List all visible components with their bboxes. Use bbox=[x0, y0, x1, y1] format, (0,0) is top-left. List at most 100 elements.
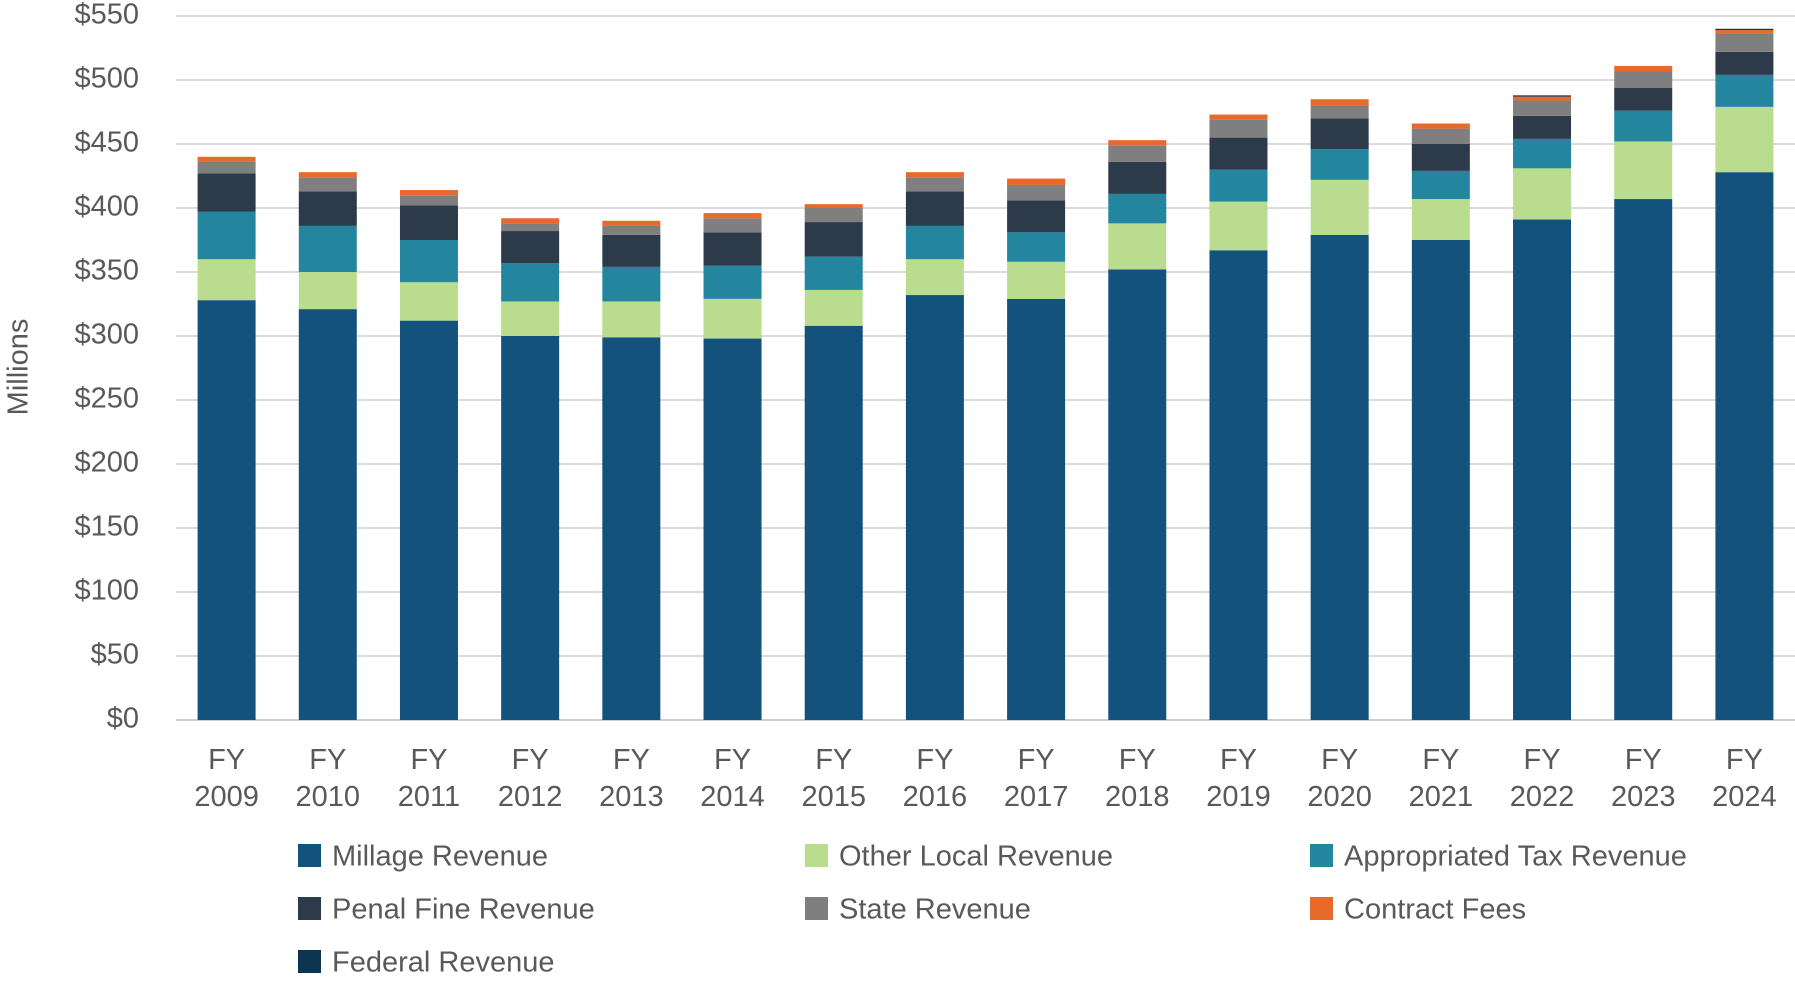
bar-segment bbox=[602, 337, 661, 720]
legend-label: Penal Fine Revenue bbox=[332, 894, 595, 926]
bar-segment bbox=[703, 232, 762, 266]
y-tick-label: $250 bbox=[74, 383, 139, 415]
bar-segment bbox=[1007, 261, 1066, 299]
bar-segment bbox=[1614, 141, 1673, 200]
bar-segment bbox=[1411, 128, 1470, 144]
bar-segment bbox=[1614, 71, 1673, 88]
bar-segment bbox=[399, 240, 458, 283]
bar-segment bbox=[1007, 200, 1066, 233]
y-tick-label: $150 bbox=[74, 511, 139, 543]
bar-segment bbox=[1310, 105, 1369, 119]
bar-segment bbox=[602, 220, 661, 226]
bar-segment bbox=[804, 222, 863, 257]
bar-segment bbox=[1513, 100, 1572, 116]
legend-label: State Revenue bbox=[839, 894, 1031, 926]
bar-segment bbox=[1007, 178, 1066, 185]
bar-segment bbox=[399, 205, 458, 240]
bar-segment bbox=[1310, 99, 1369, 106]
x-tick-label: FY 2014 bbox=[700, 744, 765, 813]
bar-segment bbox=[1007, 298, 1066, 720]
legend-swatch bbox=[298, 950, 321, 973]
y-tick-label: $450 bbox=[74, 127, 139, 159]
bar-segment bbox=[1513, 219, 1572, 720]
bar-segment bbox=[501, 263, 560, 302]
bar-segment bbox=[501, 218, 560, 224]
bar-segment bbox=[1108, 161, 1167, 194]
bar-segment bbox=[298, 172, 357, 178]
bar-segment bbox=[197, 173, 256, 212]
bar-segment bbox=[1007, 184, 1066, 201]
bar-segment bbox=[1209, 201, 1268, 251]
y-axis-label: Millions bbox=[3, 319, 35, 416]
bar-segment bbox=[905, 172, 964, 178]
bar-segment bbox=[1007, 232, 1066, 262]
bar-segment bbox=[501, 301, 560, 336]
x-tick-label: FY 2011 bbox=[397, 744, 461, 813]
legend-swatch bbox=[1310, 844, 1333, 867]
bar-segment bbox=[1108, 140, 1167, 146]
y-tick-label: $200 bbox=[74, 447, 139, 479]
y-tick-label: $50 bbox=[91, 639, 139, 671]
bar-segment bbox=[1108, 269, 1167, 720]
bar-segment bbox=[197, 300, 256, 720]
bar-segment bbox=[703, 338, 762, 720]
bar-segment bbox=[703, 218, 762, 233]
bar-segment bbox=[298, 177, 357, 192]
bar-segment bbox=[703, 213, 762, 219]
x-tick-label: FY 2019 bbox=[1206, 744, 1271, 813]
bar-segment bbox=[905, 177, 964, 192]
bar-segment bbox=[804, 325, 863, 720]
bar-segment bbox=[399, 195, 458, 206]
bar-segment bbox=[1108, 223, 1167, 270]
x-tick-label: FY 2016 bbox=[902, 744, 968, 813]
bar-segment bbox=[298, 191, 357, 226]
y-tick-label: $500 bbox=[74, 63, 139, 95]
bar-segment bbox=[1209, 137, 1268, 170]
bar-segment bbox=[804, 289, 863, 326]
bar-segment bbox=[1310, 234, 1369, 720]
bar-segment bbox=[1108, 145, 1167, 162]
bar-segment bbox=[1209, 169, 1268, 202]
bar-segment bbox=[298, 309, 357, 720]
x-tick-label: FY 2023 bbox=[1610, 744, 1676, 813]
legend-label: Federal Revenue bbox=[332, 947, 554, 979]
x-tick-label: FY 2017 bbox=[1003, 744, 1069, 813]
legend-swatch bbox=[1310, 897, 1333, 920]
bar-segment bbox=[399, 282, 458, 321]
bar-segment bbox=[1310, 118, 1369, 150]
bar-segment bbox=[602, 234, 661, 267]
bar-segment bbox=[1513, 95, 1572, 97]
bar-segment bbox=[197, 259, 256, 301]
bar-segment bbox=[1411, 144, 1470, 171]
bar-segment bbox=[1310, 149, 1369, 180]
bar-segment bbox=[1411, 240, 1470, 720]
x-tick-label: FY 2020 bbox=[1307, 744, 1372, 813]
bar-segment bbox=[804, 204, 863, 208]
bar-segment bbox=[1209, 250, 1268, 721]
bar-segment bbox=[1513, 168, 1572, 220]
legend-label: Appropriated Tax Revenue bbox=[1344, 841, 1687, 873]
bar-segment bbox=[703, 265, 762, 299]
y-tick-label: $100 bbox=[74, 575, 139, 607]
bar-segment bbox=[399, 190, 458, 196]
x-tick-label: FY 2021 bbox=[1408, 744, 1474, 813]
bar-segment bbox=[602, 266, 661, 302]
bar-segment bbox=[197, 211, 256, 260]
y-tick-label: $550 bbox=[74, 0, 139, 31]
legend-swatch bbox=[298, 897, 321, 920]
x-tick-label: FY 2009 bbox=[194, 744, 259, 813]
bar-segment bbox=[1715, 172, 1774, 720]
y-tick-label: $400 bbox=[74, 191, 139, 223]
bar-segment bbox=[1715, 33, 1774, 52]
bar-segment bbox=[298, 225, 357, 272]
bar-segment bbox=[1513, 115, 1572, 139]
bar-segment bbox=[1209, 119, 1268, 138]
bar-segment bbox=[1513, 96, 1572, 101]
bar-segment bbox=[501, 223, 560, 232]
bar-segment bbox=[804, 256, 863, 290]
legend-label: Contract Fees bbox=[1344, 894, 1526, 926]
bar-segment bbox=[1310, 179, 1369, 235]
bar-segment bbox=[1715, 106, 1774, 173]
bar-segment bbox=[905, 295, 964, 720]
